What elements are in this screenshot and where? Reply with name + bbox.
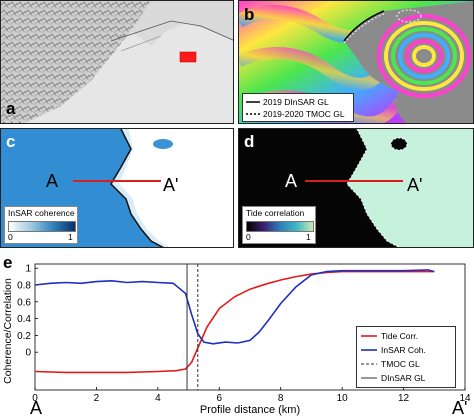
x-tick-label: 6 bbox=[217, 393, 223, 404]
y-tick-label: 0.6 bbox=[17, 297, 31, 308]
legend-entry: InSAR Coh. bbox=[361, 343, 451, 357]
legend-dinsar-label: 2019 DInSAR GL bbox=[263, 97, 329, 107]
x-axis-label: Profile distance (km) bbox=[200, 404, 300, 416]
panel-c-coherence: c A A' InSAR coherence 0 1 bbox=[0, 128, 234, 248]
panel-c-label: c bbox=[6, 132, 16, 151]
panel-e-point-a-prime: A' bbox=[452, 398, 468, 418]
legend-dinsar: 2019 DInSAR GL bbox=[246, 96, 350, 108]
panel-d-colorbar-title: Tide correlation bbox=[246, 208, 305, 218]
y-tick-label: 0.2 bbox=[17, 331, 31, 342]
x-tick-label: 4 bbox=[155, 393, 161, 404]
panel-b-interferogram: b 2019 DInSAR GL 2019-2020 TMOC GL bbox=[238, 0, 474, 124]
panel-e-point-a: A bbox=[30, 398, 43, 418]
panel-d-colorbar: Tide correlation 0 1 bbox=[242, 206, 316, 244]
panel-e-label: e bbox=[3, 253, 13, 272]
panel-d-map bbox=[239, 129, 473, 247]
panel-d-cbar-max: 1 bbox=[306, 232, 311, 242]
panel-a-map: a bbox=[0, 0, 234, 124]
panel-c-point-a: A bbox=[46, 171, 59, 191]
legend-label: TMOC GL bbox=[381, 359, 420, 369]
legend-label: Tide Corr. bbox=[381, 331, 419, 341]
legend-swatch bbox=[361, 335, 377, 337]
panel-c-colorbar: InSAR coherence 0 1 bbox=[4, 206, 78, 244]
profile-chart: 0 2 4 6 8 10 12 14 0 0.2 0.4 0.6 0.8 1 Profile distan… bbox=[2, 263, 471, 416]
panel-d-colorbar-gradient bbox=[246, 221, 314, 232]
panel-b-fringes bbox=[239, 1, 473, 123]
y-tick-label: 1 bbox=[25, 264, 31, 275]
legend-tmoc: 2019-2020 TMOC GL bbox=[246, 108, 350, 120]
chart-series bbox=[34, 264, 435, 390]
x-tick-label: 8 bbox=[278, 393, 284, 404]
legend-swatch bbox=[361, 363, 377, 365]
x-tick-label: 14 bbox=[459, 393, 471, 404]
panel-d-point-a: A bbox=[285, 171, 298, 191]
chart-legend: Tide Corr. InSAR Coh. TMOC GL DInSAR GL bbox=[356, 326, 456, 388]
panel-b-label: b bbox=[244, 5, 255, 24]
panel-a-terrain bbox=[1, 1, 233, 123]
series-insar-coh-line bbox=[34, 269, 435, 345]
legend-swatch bbox=[361, 349, 377, 351]
y-tick-label: 0.4 bbox=[17, 314, 31, 325]
legend-entry: Tide Corr. bbox=[361, 329, 451, 343]
panel-b-legend: 2019 DInSAR GL 2019-2020 TMOC GL bbox=[242, 93, 354, 122]
panel-d-tide-correlation: d A A' Tide correlation 0 1 bbox=[238, 128, 474, 248]
y-axis-label: Coherence/Correlation bbox=[2, 278, 14, 384]
panel-c-cbar-max: 1 bbox=[68, 232, 73, 242]
x-tick-label: 10 bbox=[337, 393, 349, 404]
legend-entry: DInSAR GL bbox=[361, 371, 451, 385]
panel-c-point-a-prime: A' bbox=[163, 175, 179, 195]
panel-c-colorbar-gradient bbox=[8, 221, 76, 232]
panel-a-label: a bbox=[6, 99, 16, 118]
legend-tmoc-label: 2019-2020 TMOC GL bbox=[263, 109, 345, 119]
x-tick-label: 0 bbox=[32, 393, 38, 404]
panel-c-map bbox=[1, 129, 233, 247]
y-tick-label: 0.8 bbox=[17, 281, 31, 292]
y-tick-label: 0 bbox=[25, 348, 31, 359]
panel-c-colorbar-title: InSAR coherence bbox=[8, 208, 75, 218]
panel-d-point-a-prime: A' bbox=[407, 175, 423, 195]
legend-entry: TMOC GL bbox=[361, 357, 451, 371]
legend-label: InSAR Coh. bbox=[381, 345, 426, 355]
study-area-marker bbox=[179, 51, 197, 63]
plot-frame bbox=[34, 263, 466, 391]
chart-axes: 0 2 4 6 8 10 12 14 0 0.2 0.4 0.6 0.8 1 bbox=[17, 263, 471, 404]
series-tide-corr-line bbox=[34, 270, 435, 374]
x-tick-label: 12 bbox=[398, 393, 410, 404]
panel-d-label: d bbox=[244, 132, 255, 151]
legend-swatch bbox=[361, 377, 377, 379]
panel-d-cbar-min: 0 bbox=[246, 232, 251, 242]
panel-c-cbar-min: 0 bbox=[8, 232, 13, 242]
legend-label: DInSAR GL bbox=[381, 373, 426, 383]
x-tick-label: 2 bbox=[94, 393, 100, 404]
